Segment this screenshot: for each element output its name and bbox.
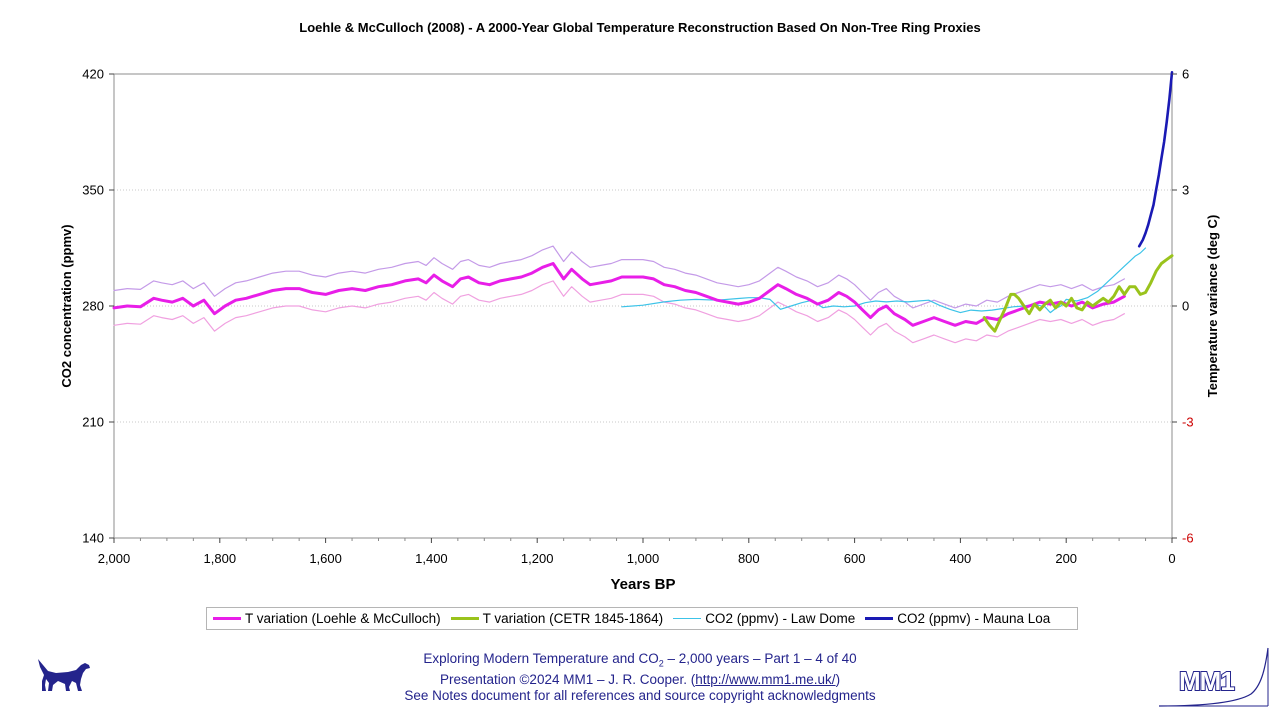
chart-canvas: 140 210 280 350 420 -6 -3 0 3 6 2,000 1,800 1,600 1,4… [59,67,1220,594]
legend-swatch-loehle [213,617,241,620]
x-tick-label: 1,400 [415,551,448,566]
legend-item-law-dome: CO2 (ppmv) - Law Dome [673,611,855,626]
x-tick-label: 1,200 [521,551,554,566]
series-line-t-variation-loehle-mcculloch-lower-bound [113,280,1126,344]
grid-layer [114,189,1172,423]
legend-swatch-mauna-loa [865,617,894,620]
legend-swatch-cetr [450,617,479,620]
legend-item-loehle: T variation (Loehle & McCulloch) [213,611,441,626]
y-axis-left-label: CO2 concentration (ppmv) [59,224,74,387]
x-tick-label: 1,600 [309,551,342,566]
y-right-tick-label: 0 [1182,299,1189,314]
footer-line-3: See Notes document for all references an… [404,687,876,703]
y-left-tick-label: 280 [82,299,104,314]
y-right-tick-label: -6 [1182,531,1194,546]
mm1-logo-text: MM1 [1179,666,1234,696]
footer-line-1: Exploring Modern Temperature and CO2 – 2… [0,651,1280,672]
legend-item-mauna-loa: CO2 (ppmv) - Mauna Loa [865,611,1050,626]
x-tick-label: 800 [738,551,760,566]
chart-title: Loehle & McCulloch (2008) - A 2000-Year … [299,20,981,35]
legend-label-cetr: T variation (CETR 1845-1864) [482,611,664,626]
series-line-t-variation-loehle-mcculloch [112,262,1126,327]
dog-silhouette-icon [36,655,92,698]
footer-line-2: Presentation ©2024 MM1 – J. R. Cooper. (… [0,672,1280,688]
x-tick-label: 1,000 [627,551,660,566]
x-tick-label: 1,800 [204,551,237,566]
x-tick-label: 600 [844,551,866,566]
legend-label-loehle: T variation (Loehle & McCulloch) [245,611,441,626]
legend-item-cetr: T variation (CETR 1845-1864) [450,611,664,626]
y-right-tick-label: 3 [1182,183,1189,198]
series-line-t-variation-cetr-1845-1864 [982,254,1174,333]
y-left-tick-label: 350 [82,183,104,198]
series-line-t-variation-loehle-mcculloch-upper-bound [113,245,1126,309]
footer-website-link[interactable]: http://www.mm1.me.uk/ [695,671,836,687]
x-tick-label: 200 [1055,551,1077,566]
legend-label-law-dome: CO2 (ppmv) - Law Dome [705,611,856,626]
x-axis-label: Years BP [610,576,675,593]
y-right-tick-label: 6 [1182,67,1189,82]
footer-credits: Exploring Modern Temperature and CO2 – 2… [0,651,1280,704]
y-right-tick-label: -3 [1182,415,1194,430]
x-tick-label: 400 [950,551,972,566]
x-tick-label: 0 [1168,551,1175,566]
legend-swatch-law-dome [673,618,702,619]
footer-line-1-text: Exploring Modern Temperature and CO [423,651,659,666]
series-layer [112,71,1174,344]
x-tick-label: 2,000 [98,551,131,566]
mm1-logo-icon: MM1 [1155,646,1271,713]
tick-layer: 140 210 280 350 420 -6 -3 0 3 6 2,000 1,800 1,600 1,4… [82,67,1193,567]
series-line-co2-ppmv-mauna-loa [1137,71,1174,248]
y-left-tick-label: 420 [82,67,104,82]
footer-line-1-subscript: 2 [658,658,664,669]
series-line-co2-ppmv-law-dome [621,247,1147,314]
legend-label-mauna-loa: CO2 (ppmv) - Mauna Loa [897,611,1051,626]
footer-line-1-suffix: – 2,000 years – Part 1 – 4 of 40 [663,651,857,666]
chart-legend: T variation (Loehle & McCulloch) T varia… [206,607,1078,630]
footer-line-2-text: Presentation ©2024 MM1 – J. R. Cooper. ( [439,671,696,687]
footer-line-2-suffix: ) [835,671,841,687]
y-axis-right-label: Temperature variance (deg C) [1205,215,1220,398]
y-left-tick-label: 210 [82,415,104,430]
y-left-tick-label: 140 [82,531,104,546]
